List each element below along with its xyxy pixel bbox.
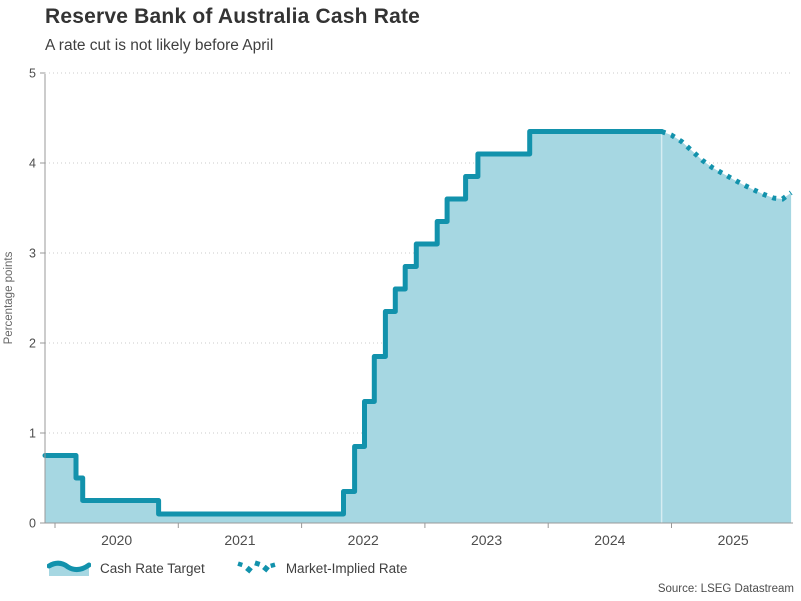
y-tick-label-4: 4 bbox=[29, 157, 36, 171]
market-implied-rate-area bbox=[661, 131, 792, 523]
chart-subtitle: A rate cut is not likely before April bbox=[45, 37, 274, 54]
chart-title: Reserve Bank of Australia Cash Rate bbox=[45, 5, 421, 28]
y-tick-label-3: 3 bbox=[29, 247, 36, 261]
x-tick-label-2024: 2024 bbox=[594, 532, 625, 548]
legend-item-market-implied-rate: Market-Implied Rate bbox=[237, 558, 408, 578]
legend-label-cash-rate-target: Cash Rate Target bbox=[100, 560, 205, 576]
market-implied-rate-icon bbox=[237, 560, 276, 574]
x-tick-label-2021: 2021 bbox=[224, 532, 255, 548]
x-tick-label-2023: 2023 bbox=[471, 532, 502, 548]
y-tick-label-0: 0 bbox=[29, 517, 36, 531]
y-tick-label-1: 1 bbox=[29, 427, 36, 441]
x-tick-label-2020: 2020 bbox=[101, 532, 132, 548]
y-tick-label-2: 2 bbox=[29, 337, 36, 351]
cash-rate-target-icon bbox=[47, 560, 91, 576]
cash-rate-target-line bbox=[42, 129, 665, 517]
market-implied-rate-line bbox=[660, 129, 793, 202]
y-tick-label-5: 5 bbox=[29, 67, 36, 81]
legend-item-cash-rate-target: Cash Rate Target bbox=[47, 558, 205, 578]
legend-label-market-implied-rate: Market-Implied Rate bbox=[285, 560, 408, 576]
x-tick-label-2025: 2025 bbox=[718, 532, 749, 548]
source-note: Source: LSEG Datastream bbox=[657, 583, 794, 595]
legend: Cash Rate Target Market-Implied Rate bbox=[47, 558, 407, 578]
x-tick-label-2022: 2022 bbox=[348, 532, 379, 548]
cash-rate-target-area bbox=[45, 131, 662, 523]
